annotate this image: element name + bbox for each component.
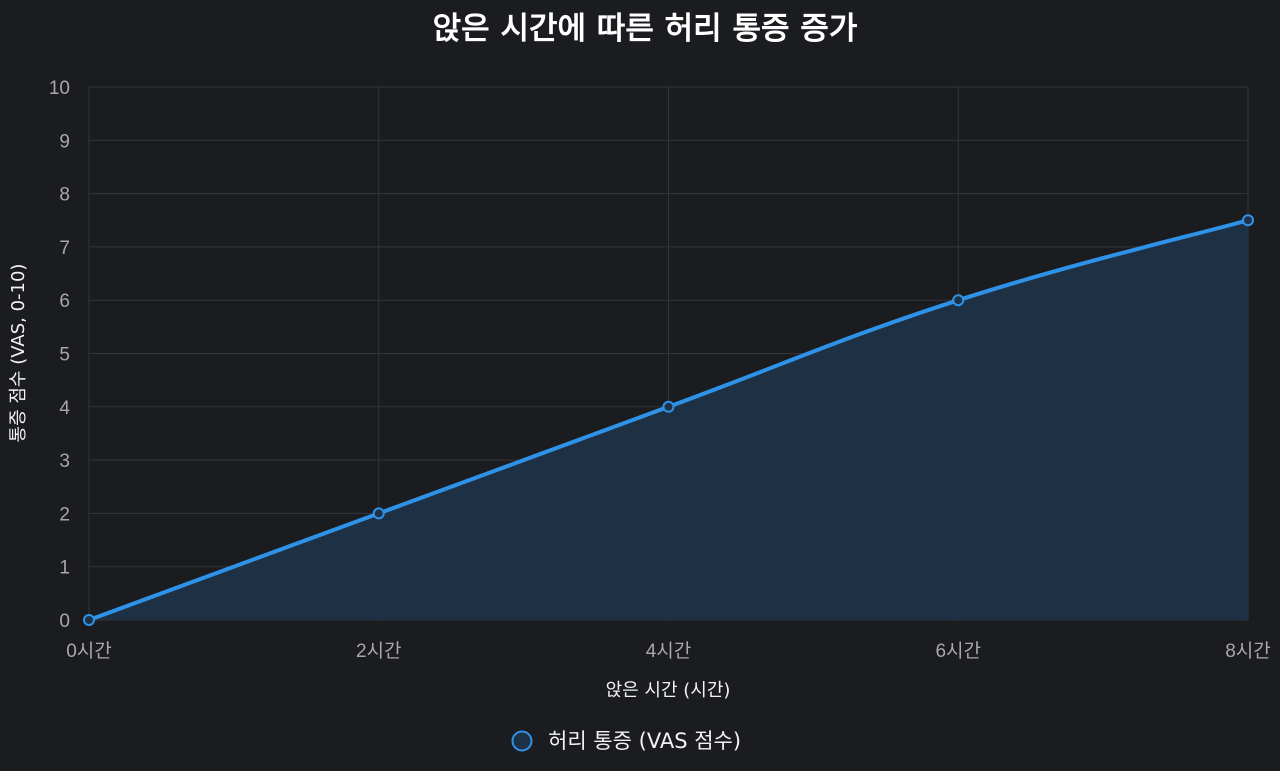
y-tick-label: 3: [59, 451, 70, 472]
x-tick-label: 0시간: [66, 640, 112, 662]
x-axis-ticks: 0시간 2시간 4시간 6시간 8시간: [66, 640, 1271, 662]
x-tick-label: 6시간: [935, 640, 981, 662]
legend[interactable]: 허리 통증 (VAS 점수): [511, 729, 742, 753]
data-point[interactable]: [83, 614, 95, 626]
data-points: [83, 214, 1254, 626]
y-tick-label: 10: [49, 78, 70, 99]
data-point[interactable]: [1242, 214, 1254, 227]
y-tick-label: 4: [59, 398, 70, 419]
y-tick-label: 5: [59, 345, 70, 366]
x-tick-label: 4시간: [646, 640, 692, 662]
chart-title: 앉은 시간에 따른 허리 통증 증가: [433, 11, 858, 47]
area-fill-group: [89, 220, 1248, 620]
x-tick-label: 8시간: [1225, 640, 1271, 662]
y-tick-label: 6: [59, 291, 70, 312]
data-point[interactable]: [372, 507, 385, 520]
y-tick-label: 9: [59, 131, 70, 152]
y-tick-label: 7: [59, 238, 70, 259]
series-area: [89, 220, 1248, 620]
y-tick-label: 1: [59, 558, 70, 579]
legend-marker-icon: [511, 730, 533, 752]
y-tick-label: 8: [59, 185, 70, 206]
data-point[interactable]: [662, 400, 675, 413]
x-axis-title: 앉은 시간 (시간): [606, 680, 731, 701]
y-axis-ticks: 0 1 2 3 4 5 6 7 8 9 10: [49, 78, 71, 632]
y-axis-title: 통증 점수 (VAS, 0-10): [8, 264, 29, 443]
y-tick-label: 0: [59, 611, 70, 632]
legend-label: 허리 통증 (VAS 점수): [548, 729, 741, 753]
data-point[interactable]: [952, 294, 965, 307]
x-tick-label: 2시간: [356, 640, 402, 662]
y-tick-label: 2: [59, 504, 70, 525]
